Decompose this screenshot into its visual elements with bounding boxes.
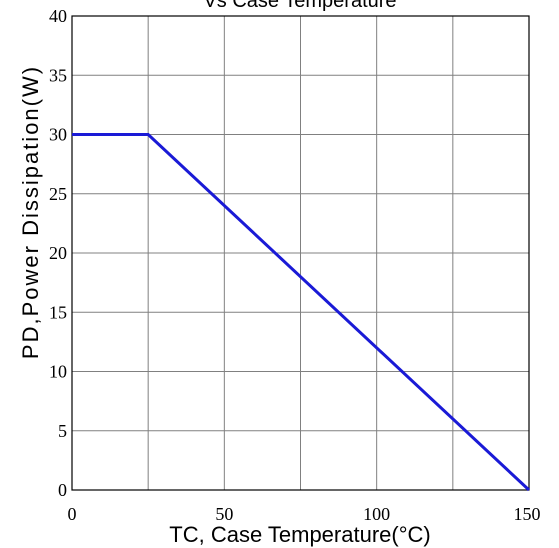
y-axis-title: PD,Power Dissipation(W) xyxy=(18,65,43,359)
x-tick-label: 50 xyxy=(215,504,233,524)
grid xyxy=(72,16,529,490)
y-tick-label: 0 xyxy=(58,480,67,500)
x-axis-title: TC, Case Temperature(°C) xyxy=(169,522,430,547)
y-tick-label: 35 xyxy=(49,65,67,85)
y-tick-label: 30 xyxy=(49,125,67,145)
y-tick-label: 5 xyxy=(58,421,67,441)
series-layer xyxy=(72,133,531,492)
x-tick-label: 100 xyxy=(363,504,390,524)
plot-frame xyxy=(71,15,530,491)
x-tick-label: 0 xyxy=(68,504,77,524)
y-tick-label: 25 xyxy=(49,184,67,204)
series-line xyxy=(72,133,531,492)
tick-labels: 0 50 100 150 0 5 10 15 20 25 30 35 40 xyxy=(49,6,541,524)
y-tick-label: 15 xyxy=(49,302,67,322)
x-tick-label: 150 xyxy=(514,504,541,524)
y-tick-label: 10 xyxy=(49,362,67,382)
chart-title: Vs Case Temperature xyxy=(203,0,396,12)
y-tick-label: 40 xyxy=(49,6,67,26)
y-tick-label: 20 xyxy=(49,243,67,263)
